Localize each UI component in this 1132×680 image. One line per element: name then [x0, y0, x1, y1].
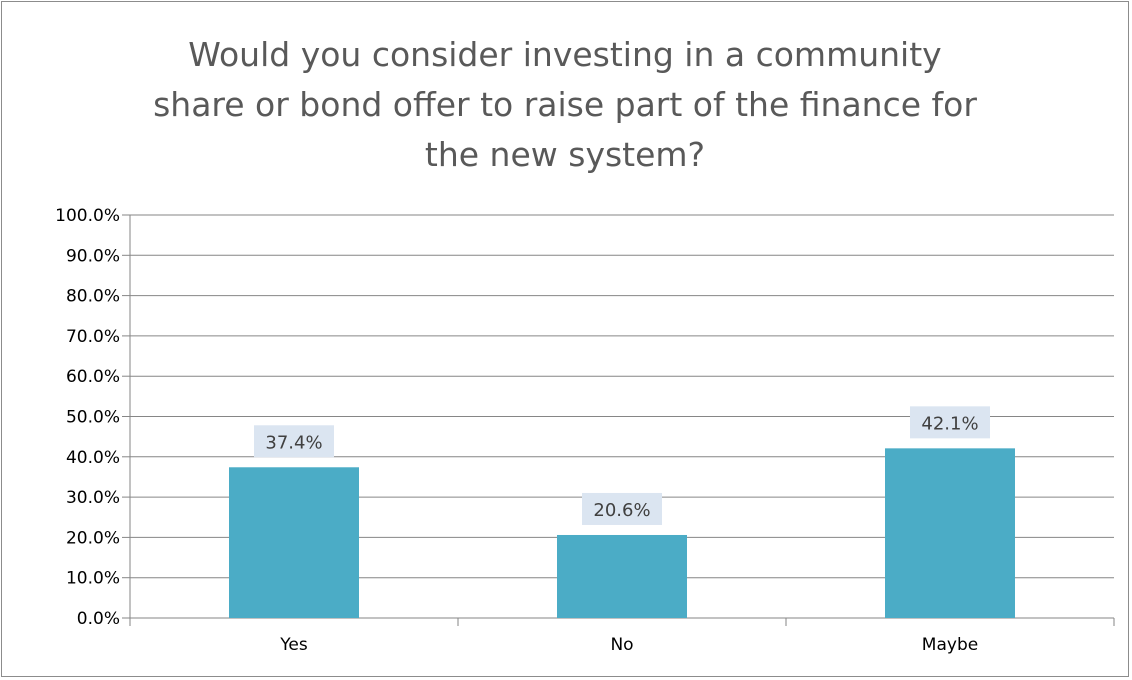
- data-label-box: [582, 492, 662, 525]
- bar: [885, 448, 1015, 618]
- y-tick-label: 40.0%: [66, 448, 120, 468]
- y-tick-label: 0.0%: [77, 609, 120, 629]
- x-tick-label: Maybe: [922, 635, 978, 655]
- data-label-box: [910, 406, 990, 439]
- y-tick-label: 30.0%: [66, 488, 120, 508]
- y-tick-label: 70.0%: [66, 327, 120, 347]
- bar: [229, 467, 359, 618]
- y-tick-label: 20.0%: [66, 528, 120, 548]
- data-label-box: [254, 425, 334, 458]
- y-tick-label: 60.0%: [66, 367, 120, 387]
- x-tick-label: No: [610, 635, 633, 655]
- data-label: 37.4%: [265, 432, 322, 453]
- data-label: 42.1%: [921, 413, 978, 434]
- bar: [557, 534, 687, 618]
- y-tick-label: 10.0%: [66, 569, 120, 589]
- x-tick-label: Yes: [279, 635, 308, 655]
- y-tick-label: 100.0%: [55, 206, 120, 226]
- data-label: 20.6%: [593, 500, 650, 521]
- y-tick-label: 90.0%: [66, 246, 120, 266]
- y-tick-label: 80.0%: [66, 287, 120, 307]
- y-tick-label: 50.0%: [66, 408, 120, 428]
- chart-title: Would you consider investing in a commun…: [153, 35, 977, 174]
